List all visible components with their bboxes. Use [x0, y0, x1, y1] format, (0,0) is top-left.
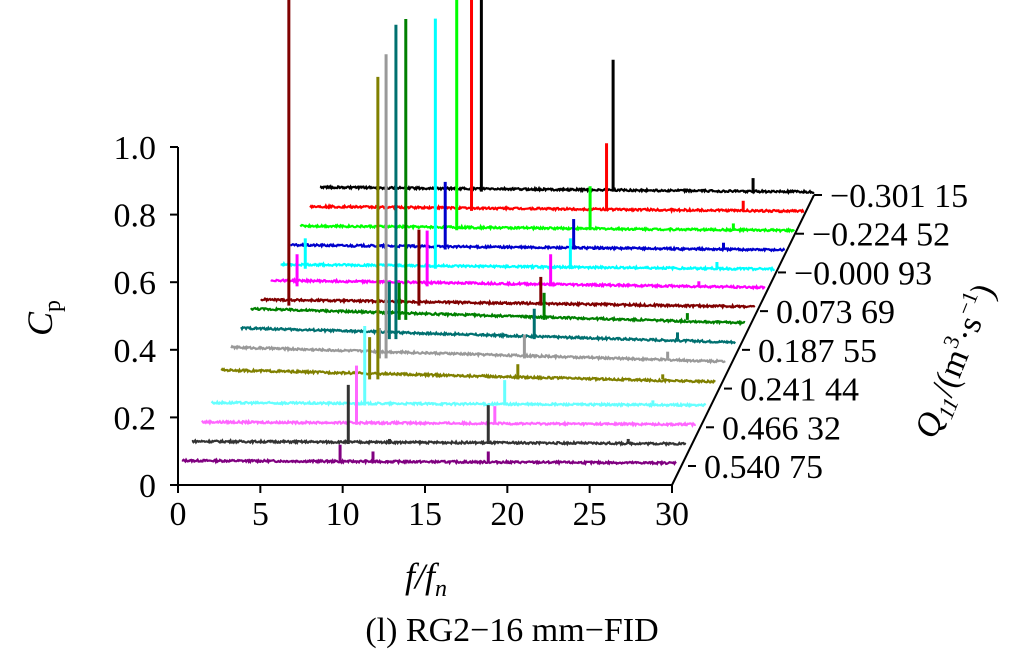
series-2-baseline: [191, 438, 687, 447]
series-14-baseline: [309, 203, 805, 214]
y-axis-label-sub: p: [40, 300, 66, 312]
series-3-baseline: [201, 418, 697, 428]
x-axis-label-main: f/f: [405, 556, 440, 596]
y-axis-label-main: C: [20, 311, 60, 336]
x-tick-label: 0: [170, 496, 187, 533]
depth-tick-label: −0.301 15: [830, 178, 968, 215]
series-14: [309, 0, 805, 214]
y-tick-label: 1.0: [114, 130, 157, 167]
series-8: [250, 19, 746, 327]
y-tick-label: 0: [139, 468, 156, 505]
x-tick-label: 30: [655, 496, 689, 533]
y-tick-label: 0.2: [114, 400, 157, 437]
series-2: [191, 384, 687, 447]
x-tick-label: 25: [573, 496, 607, 533]
series-7: [240, 24, 736, 345]
series-12-baseline: [289, 242, 786, 253]
depth-tick-label: 0.540 75: [704, 449, 823, 486]
series-7-baseline: [240, 325, 736, 345]
y-tick-label: 0.6: [114, 265, 157, 302]
depth-axis-line: [671, 194, 815, 486]
x-tick-label: 15: [408, 496, 442, 533]
x-tick-label: 5: [252, 496, 269, 533]
depth-tick-label: 0.073 69: [776, 294, 895, 331]
series-6-baseline: [230, 344, 726, 365]
figure-caption: (l) RG2−16 mm−FID: [365, 612, 659, 649]
y-tick-label: 0.8: [114, 198, 157, 235]
series-11: [280, 18, 775, 273]
x-tick-label: 20: [490, 496, 524, 533]
depth-tick-label: −0.224 52: [812, 217, 950, 254]
series-9-baseline: [260, 297, 756, 310]
series-15: [319, 0, 815, 195]
depth-axis-label-unit: /(m: [925, 344, 977, 402]
series-4-baseline: [210, 399, 707, 409]
x-tick-label: 10: [326, 496, 360, 533]
ticks-layer: 0 0.2 0.4 0.6 0.8 1.0 0 5 10 15 20 25 30 0.540 750.46…: [114, 130, 969, 533]
series-5: [220, 76, 716, 385]
series-10-baseline: [270, 276, 766, 291]
series-layer: [181, 0, 815, 467]
x-axis-label-sub: n: [435, 576, 447, 602]
y-axis-label: Cp: [20, 300, 66, 336]
series-4: [210, 326, 707, 409]
series-13-baseline: [299, 222, 796, 234]
series-15-baseline: [319, 184, 815, 195]
depth-tick-label: 0.466 32: [722, 410, 841, 447]
series-6: [230, 54, 726, 365]
series-11-baseline: [280, 261, 775, 273]
series-8-baseline: [250, 306, 746, 327]
depth-tick-label: −0.000 93: [794, 255, 932, 292]
depth-tick-label: 0.187 55: [758, 333, 877, 370]
series-10: [270, 230, 766, 291]
series-9: [260, 0, 756, 310]
depth-tick-label: 0.241 44: [740, 372, 859, 409]
depth-axis-label: Q11/(m3·s−1): [903, 277, 1007, 445]
series-3: [201, 365, 697, 428]
series-1: [181, 444, 677, 467]
y-tick-label: 0.4: [114, 333, 157, 370]
series-5-baseline: [220, 367, 716, 385]
x-axis-label: f/fn: [405, 556, 447, 602]
series-12: [289, 181, 786, 253]
series-1-baseline: [181, 457, 677, 467]
series-13: [299, 0, 796, 234]
